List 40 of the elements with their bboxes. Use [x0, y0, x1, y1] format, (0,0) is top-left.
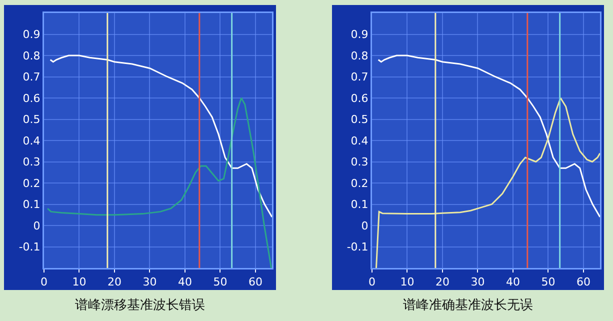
text: 谱峰准确基准波长无误	[402, 297, 534, 314]
y-tick-label: 0.9	[22, 28, 40, 42]
y-tick-label: 0.3	[350, 156, 368, 169]
text: 谱峰漂移基准波长错误	[74, 297, 206, 314]
y-tick-label: 0.8	[350, 49, 368, 62]
y-tick-label: 0	[33, 219, 40, 232]
y-tick-label: 0.1	[350, 198, 368, 212]
x-tick-label: 10	[400, 276, 414, 289]
y-tick-label: 0.9	[350, 28, 368, 42]
x-tick-label: 50	[541, 276, 556, 289]
y-tick-label: 0	[361, 219, 368, 232]
x-tick-label: 60	[576, 276, 590, 289]
line-series	[378, 54, 600, 218]
x-tick-label: 40	[506, 276, 520, 289]
x-tick-label: 20	[435, 276, 450, 289]
y-tick-label: 0.4	[22, 134, 40, 148]
y-tick-label: 0.3	[22, 156, 40, 169]
x-tick-label: 60	[248, 276, 262, 289]
y-tick-label: 0.1	[22, 198, 40, 212]
y-tick-label: 0.8	[22, 49, 40, 62]
y-tick-label: 0.7	[350, 70, 368, 84]
y-tick-label: -0.1	[18, 240, 40, 254]
y-tick-label: 0.2	[350, 176, 368, 190]
y-tick-label: 0.4	[350, 134, 368, 148]
y-tick-label: 0.2	[22, 176, 40, 190]
x-tick-label: 20	[107, 276, 122, 289]
x-tick-label: 30	[470, 276, 485, 289]
x-tick-label: 50	[213, 276, 228, 289]
line-series	[46, 97, 272, 268]
line-series	[50, 54, 272, 218]
y-tick-label: 0.7	[22, 70, 40, 84]
y-tick-label: -0.1	[346, 240, 368, 254]
x-tick-label: 30	[142, 276, 157, 289]
y-tick-label: 0.6	[22, 92, 40, 105]
x-tick-label: 10	[72, 276, 86, 289]
y-tick-label: 0.5	[22, 113, 40, 126]
y-tick-label: 0.5	[350, 113, 368, 126]
line-series	[375, 97, 600, 268]
x-tick-label: 40	[178, 276, 192, 289]
y-tick-label: 0.6	[350, 92, 368, 105]
